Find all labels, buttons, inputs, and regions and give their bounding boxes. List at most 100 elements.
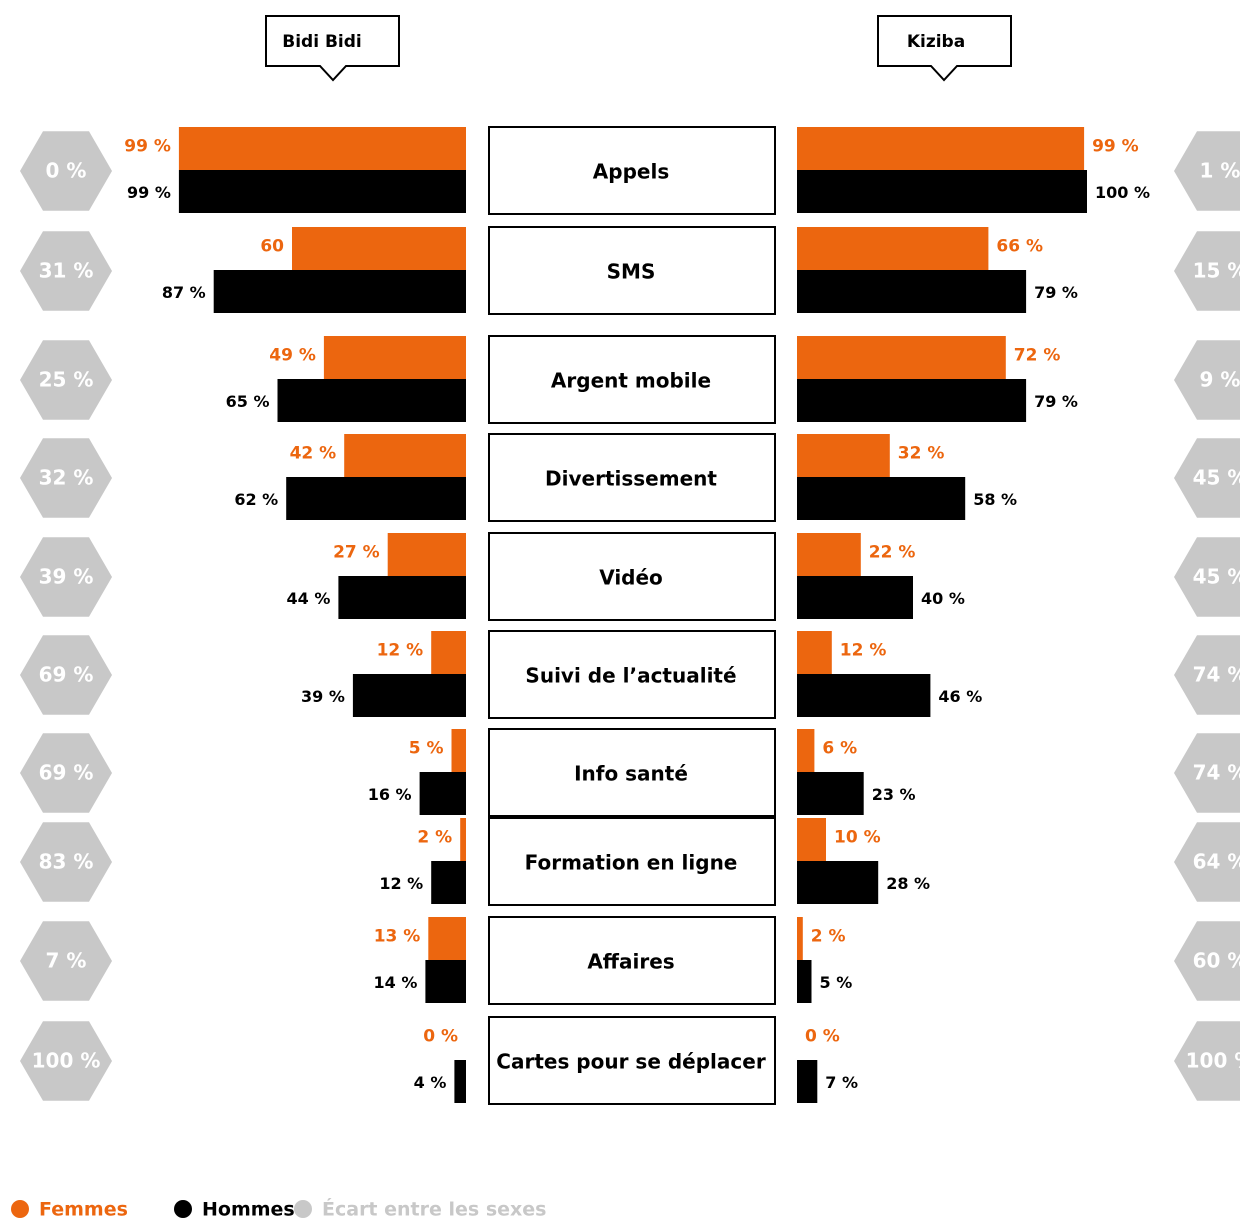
legend-label: Femmes	[39, 1199, 128, 1219]
value-label: 23 %	[872, 785, 916, 804]
gap-label: 32 %	[39, 466, 94, 490]
value-label: 12 %	[840, 641, 887, 661]
category-label: Divertissement	[545, 467, 717, 491]
value-label: 44 %	[287, 589, 331, 608]
category-label: Vidéo	[599, 566, 663, 590]
bar	[460, 818, 466, 861]
category-label: Suivi de l’actualité	[525, 664, 736, 688]
bar	[797, 576, 913, 619]
legend-swatch	[11, 1200, 29, 1218]
value-label: 66 %	[996, 237, 1043, 257]
bar	[213, 270, 466, 313]
gap-label: 74 %	[1193, 663, 1240, 687]
value-label: 49 %	[269, 346, 316, 366]
bar	[797, 379, 1027, 422]
category-label: Formation en ligne	[525, 851, 738, 875]
bar	[292, 227, 466, 270]
bar	[797, 729, 815, 772]
gap-hexagon	[1174, 733, 1240, 813]
bar	[277, 379, 466, 422]
gap-hexagon	[1174, 131, 1240, 211]
category-box	[488, 1016, 776, 1105]
category-label: Cartes pour se déplacer	[496, 1050, 766, 1074]
value-label: 79 %	[1034, 392, 1078, 411]
gap-hexagon	[1174, 537, 1240, 617]
gap-label: 100 %	[32, 1049, 101, 1073]
value-label: 12 %	[377, 641, 424, 661]
value-label: 27 %	[333, 543, 380, 563]
bar	[431, 861, 466, 904]
value-label: 2 %	[811, 927, 846, 947]
bar	[797, 631, 832, 674]
value-label: 79 %	[1034, 283, 1078, 302]
value-label: 7 %	[825, 1073, 858, 1092]
bar	[286, 477, 466, 520]
value-label: 58 %	[973, 490, 1017, 509]
value-label: 99 %	[127, 183, 171, 202]
category-box	[488, 728, 776, 817]
gap-hexagon	[20, 438, 112, 518]
bar	[797, 960, 812, 1003]
gap-label: 100 %	[1186, 1049, 1240, 1073]
gap-hexagon	[1174, 231, 1240, 311]
value-label: 60	[260, 237, 284, 257]
bar	[797, 336, 1006, 379]
bar	[178, 170, 466, 213]
category-label: SMS	[607, 260, 656, 284]
value-label: 13 %	[374, 927, 421, 947]
value-label: 12 %	[379, 874, 423, 893]
value-label: 39 %	[301, 687, 345, 706]
bar	[797, 477, 966, 520]
value-label: 6 %	[822, 739, 857, 759]
bar	[797, 674, 931, 717]
value-label: 42 %	[290, 444, 337, 464]
bar	[344, 434, 466, 477]
value-label: 0 %	[423, 1027, 458, 1047]
value-label: 2 %	[417, 828, 452, 848]
category-box	[488, 532, 776, 621]
value-label: 16 %	[368, 785, 412, 804]
bar	[797, 1060, 818, 1103]
gap-hexagon	[1174, 438, 1240, 518]
gap-label: 83 %	[39, 850, 94, 874]
bar	[323, 336, 466, 379]
bar	[451, 729, 466, 772]
bar	[428, 917, 466, 960]
value-label: 10 %	[834, 828, 881, 848]
bar	[797, 434, 890, 477]
gap-label: 45 %	[1193, 466, 1240, 490]
value-label: 4 %	[414, 1073, 447, 1092]
value-label: 28 %	[886, 874, 930, 893]
gap-label: 0 %	[46, 159, 87, 183]
bar	[797, 127, 1085, 170]
bar	[178, 127, 466, 170]
panel-title: Bidi Bidi	[282, 32, 361, 52]
bar	[797, 818, 826, 861]
category-box	[488, 817, 776, 906]
category-box	[488, 335, 776, 424]
gap-label: 1 %	[1200, 159, 1240, 183]
gap-label: 60 %	[1193, 949, 1240, 973]
legend-label: Hommes	[202, 1199, 295, 1219]
gap-hexagon	[1174, 1021, 1240, 1101]
gap-hexagon	[1174, 340, 1240, 420]
value-label: 100 %	[1095, 183, 1150, 202]
value-label: 32 %	[898, 444, 945, 464]
gap-hexagon	[20, 231, 112, 311]
category-box	[488, 226, 776, 315]
bar	[454, 1060, 466, 1103]
bar	[352, 674, 466, 717]
bar	[797, 772, 864, 815]
gap-hexagon	[1174, 921, 1240, 1001]
gap-label: 7 %	[46, 949, 87, 973]
gap-hexagon	[1174, 635, 1240, 715]
callout	[877, 15, 1012, 82]
value-label: 99 %	[124, 137, 171, 157]
gap-label: 45 %	[1193, 565, 1240, 589]
category-box	[488, 433, 776, 522]
gap-label: 74 %	[1193, 761, 1240, 785]
gap-hexagon	[20, 1021, 112, 1101]
value-label: 65 %	[226, 392, 270, 411]
category-box	[488, 126, 776, 215]
bar	[338, 576, 466, 619]
